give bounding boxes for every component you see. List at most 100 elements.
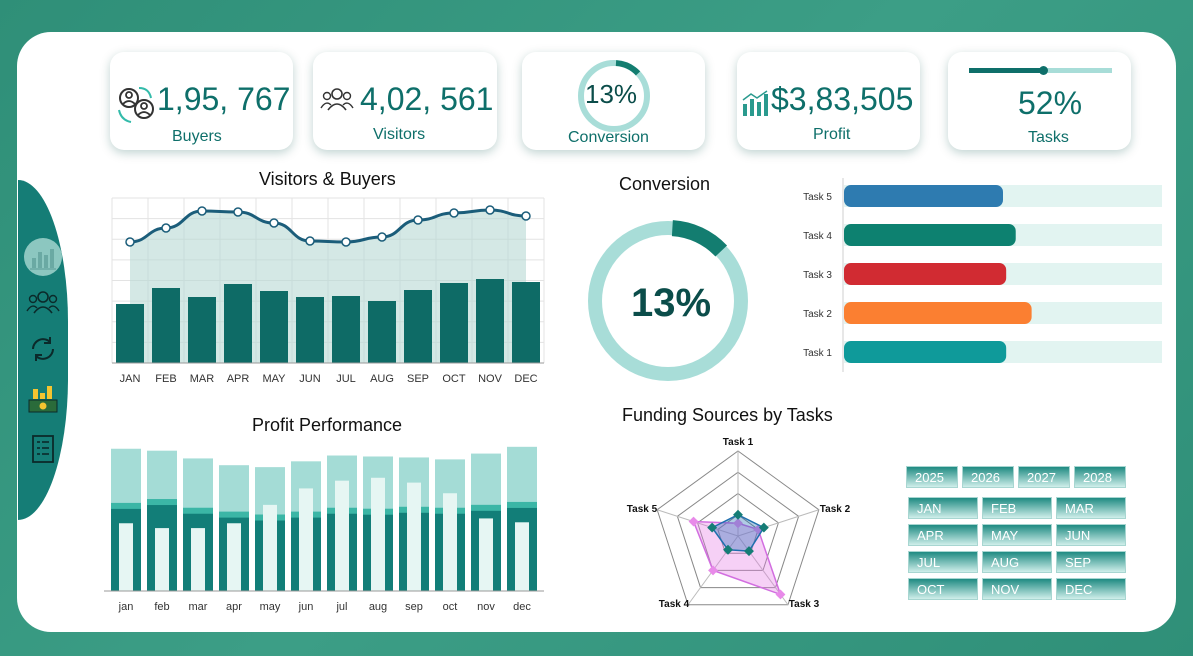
buyers-bar xyxy=(476,279,504,363)
year-slicer-label: 2027 xyxy=(1027,470,1056,485)
visitors-buyers-chart: JAN FEB MAR APR MAY JUN JUL AUG SEP OCT NOV DEC xyxy=(111,197,545,385)
visitors-point xyxy=(125,237,135,247)
x-tick-label: feb xyxy=(154,601,169,613)
tasks-progress-knob[interactable] xyxy=(1039,66,1049,75)
task-label: Task 4 xyxy=(803,231,832,242)
buyers-bar xyxy=(296,297,324,363)
buyers-bar xyxy=(188,297,216,363)
month-slicer-oct[interactable]: OCT xyxy=(908,578,978,600)
buyers-bar xyxy=(260,291,288,363)
donut-center-label: 13% xyxy=(631,281,711,325)
x-tick-label: jun xyxy=(298,601,314,613)
visitors-card: 4,02, 561 Visitors xyxy=(313,52,497,150)
x-tick-label: sep xyxy=(405,601,423,613)
month-slicer-jun[interactable]: JUN xyxy=(1056,524,1126,546)
buyers-bar xyxy=(224,284,252,363)
visitors-point xyxy=(161,223,171,233)
profit-icon xyxy=(742,90,768,116)
buyers-bar xyxy=(368,301,396,363)
tasks-value: 52% xyxy=(1018,85,1083,121)
radar-series-1 xyxy=(711,513,765,552)
x-tick-label: NOV xyxy=(478,373,503,385)
month-slicer-dec[interactable]: DEC xyxy=(1056,578,1126,600)
month-slicer-nov[interactable]: NOV xyxy=(982,578,1052,600)
year-slicer-2027[interactable]: 2027 xyxy=(1018,466,1070,488)
x-tick-label: nov xyxy=(477,601,495,613)
checklist-icon[interactable] xyxy=(24,430,62,468)
task-bar xyxy=(844,224,1016,246)
month-slicer-may[interactable]: MAY xyxy=(982,524,1052,546)
visitors-chart-title: Visitors & Buyers xyxy=(259,169,396,189)
buyers-bar xyxy=(440,283,468,363)
year-slicer-label: 2025 xyxy=(915,470,944,485)
radar-axis-label: Task 3 xyxy=(789,599,820,610)
radar-point xyxy=(733,509,743,520)
x-tick-label: OCT xyxy=(442,373,466,385)
radar-ring xyxy=(717,514,759,554)
task-label: Task 2 xyxy=(803,309,832,320)
money-icon[interactable] xyxy=(24,380,62,418)
revenue-cap xyxy=(111,502,141,509)
month-slicer-mar[interactable]: MAR xyxy=(1056,497,1126,519)
profit-bar xyxy=(371,477,385,591)
conversion-chart-title: Conversion xyxy=(619,174,711,194)
x-tick-label: aug xyxy=(369,601,387,613)
profit-bar xyxy=(227,523,241,591)
conversion-card: 13% Conversion xyxy=(522,52,705,150)
month-slicer-feb[interactable]: FEB xyxy=(982,497,1052,519)
x-tick-label: JUL xyxy=(336,373,356,385)
profit-bar xyxy=(407,482,421,591)
month-slicer-label: JUN xyxy=(1065,528,1091,543)
refresh-icon[interactable] xyxy=(24,330,62,368)
profit-bar xyxy=(443,493,457,591)
x-tick-label: FEB xyxy=(155,373,176,385)
month-slicer-sep[interactable]: SEP xyxy=(1056,551,1126,573)
x-tick-label: JUN xyxy=(299,373,320,385)
profit-bar xyxy=(155,528,169,591)
month-slicer-label: MAR xyxy=(1065,501,1094,516)
task-bar xyxy=(844,341,1007,363)
radar-spoke xyxy=(737,509,819,537)
month-slicer-jan[interactable]: JAN xyxy=(908,497,978,519)
year-slicer-2025[interactable]: 2025 xyxy=(906,466,958,488)
year-slicer-2028[interactable]: 2028 xyxy=(1074,466,1126,488)
profit-card: $3,83,505 Profit xyxy=(737,52,920,150)
buyers-card: 1,95, 767 Buyers xyxy=(110,52,293,150)
task-label: Task 5 xyxy=(803,192,832,203)
users-icon[interactable] xyxy=(24,283,62,321)
x-tick-label: JAN xyxy=(120,373,141,385)
radar-axis-label: Task 1 xyxy=(723,437,754,448)
buyers-icon xyxy=(118,87,154,123)
radar-ring xyxy=(676,471,800,589)
year-slicer-2026[interactable]: 2026 xyxy=(962,466,1014,488)
donut-slice-conversion xyxy=(671,220,728,257)
radar-ring xyxy=(656,450,820,606)
profit-bar xyxy=(479,518,493,591)
visitors-icon xyxy=(320,88,354,111)
profit-value: $3,83,505 xyxy=(771,81,914,117)
visitors-point xyxy=(269,218,279,228)
month-slicer-apr[interactable]: APR xyxy=(908,524,978,546)
buyers-value: 1,95, 767 xyxy=(157,81,291,117)
radar-axis-label: Task 4 xyxy=(659,599,690,610)
month-slicer-label: NOV xyxy=(991,582,1020,597)
month-slicer-label: JUL xyxy=(917,555,941,570)
profit-bar xyxy=(263,504,277,591)
x-tick-label: SEP xyxy=(407,373,429,385)
month-slicer-jul[interactable]: JUL xyxy=(908,551,978,573)
radar-axis-label: Task 2 xyxy=(820,504,851,515)
task-bar xyxy=(844,185,1003,207)
visitors-value: 4,02, 561 xyxy=(360,81,494,117)
revenue-cap xyxy=(183,507,213,514)
profit-performance-chart: jan feb mar apr may jun jul aug sep oct nov dec xyxy=(104,446,544,613)
month-slicer-label: SEP xyxy=(1065,555,1092,570)
month-slicer-aug[interactable]: AUG xyxy=(982,551,1052,573)
bar-chart-icon[interactable] xyxy=(24,238,62,276)
conversion-donut: 13% xyxy=(588,220,748,381)
task-bar xyxy=(844,263,1007,285)
profit-bar xyxy=(515,522,529,591)
profit-chart-title: Profit Performance xyxy=(252,415,403,435)
tasks-bar-chart: Task 5 Task 4 Task 3 Task 2 Task 1 xyxy=(803,178,1162,372)
month-slicer-label: FEB xyxy=(991,501,1017,516)
radar-point xyxy=(723,544,733,555)
